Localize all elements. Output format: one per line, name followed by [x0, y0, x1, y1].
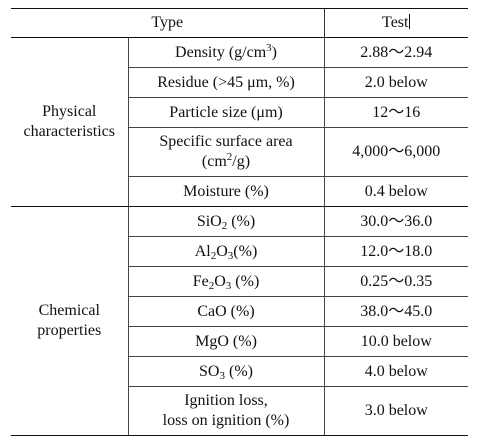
property-mgo: MgO (%) — [127, 326, 325, 357]
header-type: Type — [11, 8, 325, 38]
table-row: Al2O3(%) 12.0～18.0 — [11, 236, 469, 267]
property-so3: SO3 (%) — [127, 356, 325, 387]
table-row: MgO (%) 10.0 below — [11, 326, 469, 357]
category-chemical: Chemical properties — [11, 206, 128, 436]
value-specific-surface-area: 4,000～6,000 — [323, 127, 469, 177]
category-label: Physical characteristics — [23, 103, 116, 140]
text-cursor — [409, 14, 411, 29]
property-fe2o3: Fe2O3 (%) — [127, 266, 325, 297]
table-row: Chemical properties SiO2 (%) 30.0～36.0 — [11, 206, 469, 436]
property-sio2: SiO2 (%) — [127, 206, 325, 237]
category-label: Chemical properties — [37, 302, 102, 339]
value-ignition-loss: 3.0 below — [323, 386, 469, 436]
property-specific-surface-area: Specific surface area (cm2/g) — [127, 127, 325, 177]
value-fe2o3: 0.25～0.35 — [323, 266, 469, 297]
table-row: Specific surface area (cm2/g) 4,000～6,000 — [11, 127, 469, 177]
property-al2o3: Al2O3(%) — [127, 236, 325, 267]
table-row: Ignition loss, loss on ignition (%) 3.0 b… — [11, 386, 469, 436]
value-density: 2.88～2.94 — [323, 37, 469, 68]
value-sio2: 30.0～36.0 — [323, 206, 469, 237]
value-cao: 38.0～45.0 — [323, 296, 469, 327]
property-residue: Residue (>45 μm, %) — [127, 67, 325, 98]
value-mgo: 10.0 below — [323, 326, 469, 357]
properties-table: Type Test Physical characteristics Densit… — [11, 8, 469, 436]
value-al2o3: 12.0～18.0 — [323, 236, 469, 267]
property-particle-size: Particle size (μm) — [127, 97, 325, 128]
table-row: SO3 (%) 4.0 below — [11, 356, 469, 387]
table-row: CaO (%) 38.0～45.0 — [11, 296, 469, 327]
table-row: Fe2O3 (%) 0.25～0.35 — [11, 266, 469, 297]
property-cao: CaO (%) — [127, 296, 325, 327]
category-physical: Physical characteristics — [11, 37, 128, 207]
table-body: Physical characteristics Density (g/cm3) … — [11, 37, 469, 436]
table-row: Residue (>45 μm, %) 2.0 below — [11, 67, 469, 98]
property-density: Density (g/cm3) — [127, 37, 325, 68]
header-row: Type Test — [11, 8, 469, 38]
header-test: Test — [323, 8, 469, 38]
table-row: Moisture (%) 0.4 below — [11, 176, 469, 207]
value-particle-size: 12～16 — [323, 97, 469, 128]
properties-table-container: Type Test Physical characteristics Densit… — [11, 8, 469, 436]
property-ignition-loss: Ignition loss, loss on ignition (%) — [127, 386, 325, 436]
value-moisture: 0.4 below — [323, 176, 469, 207]
value-so3: 4.0 below — [323, 356, 469, 387]
table-row: Particle size (μm) 12～16 — [11, 97, 469, 128]
value-residue: 2.0 below — [323, 67, 469, 98]
property-moisture: Moisture (%) — [127, 176, 325, 207]
table-row: Physical characteristics Density (g/cm3) … — [11, 37, 469, 207]
